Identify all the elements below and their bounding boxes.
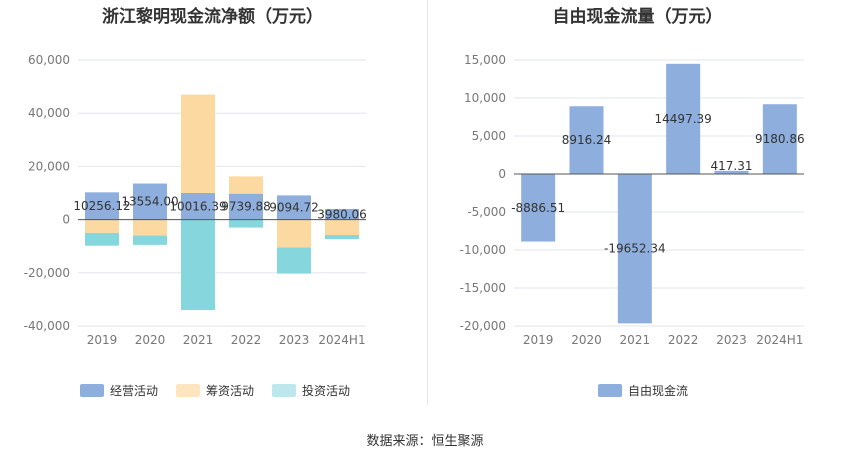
netflow-ytick-label: 0 [62,213,70,227]
netflow-ytick-label: 40,000 [28,106,70,120]
legend-swatch-free-cash-flow [598,384,622,397]
fcf-bar-primary [714,170,749,174]
netflow-ytick-label: 20,000 [28,159,70,173]
legend-item-free-cash-flow[interactable]: 自由现金流 [598,382,688,399]
netflow-bar-primary [133,183,167,220]
netflow-bar-financing [229,176,263,194]
left-chart-legend: 经营活动 筹资活动 投资活动 [80,382,368,399]
netflow-xtick-label: 2024H1 [318,333,365,347]
netflow-data-label: 9094.72 [269,201,319,215]
netflow-xtick-label: 2019 [87,333,118,347]
data-source-note: 数据来源：恒生聚源 [366,434,484,449]
left-chart-title: 浙江黎明现金流净额（万元） [102,7,323,27]
legend-swatch-operating [80,384,104,397]
legend-label-free-cash-flow: 自由现金流 [628,384,689,398]
netflow-data-label: 9739.88 [221,200,271,214]
fcf-bar-primary [617,174,652,324]
fcf-data-label: -8886.51 [511,201,565,215]
netflow-data-label: 10256.12 [73,199,130,213]
fcf-data-label: 8916.24 [562,133,612,147]
fcf-ytick-label: -5,000 [467,205,506,219]
netflow-bar-investing [325,235,359,240]
fcf-data-label: 9180.86 [755,132,805,146]
netflow-data-label: 3980.06 [317,207,367,221]
fcf-xtick-label: 2023 [716,333,747,347]
legend-item-operating[interactable]: 经营活动 [80,382,158,399]
fcf-ytick-label: 5,000 [472,129,506,143]
fcf-ytick-label: 0 [498,167,506,181]
fcf-data-label: 14497.39 [655,112,712,126]
fcf-data-label: 417.31 [711,159,753,173]
fcf-xtick-label: 2019 [523,333,554,347]
netflow-bar-financing [277,219,311,248]
fcf-xtick-label: 2020 [571,333,602,347]
legend-item-financing[interactable]: 筹资活动 [176,382,254,399]
fcf-ytick-label: 10,000 [464,91,506,105]
netflow-bar-primary [181,192,215,220]
fcf-ytick-label: -10,000 [460,243,506,257]
netflow-bar-financing [133,219,167,236]
fcf-ytick-label: -15,000 [460,281,506,295]
netflow-bar-financing [181,94,215,193]
netflow-data-label: 10016.39 [169,199,226,213]
netflow-bar-investing [277,247,311,274]
netflow-xtick-label: 2020 [135,333,166,347]
netflow-bar-primary [325,209,359,220]
netflow-bar-investing [85,232,119,246]
right-chart-title: 自由现金流量（万元） [552,7,723,27]
legend-item-investing[interactable]: 投资活动 [272,382,350,399]
fcf-bar-primary [521,174,556,242]
fcf-xtick-label: 2021 [620,333,651,347]
fcf-bar-primary [569,106,604,174]
netflow-xtick-label: 2023 [279,333,310,347]
netflow-ytick-label: 60,000 [28,53,70,67]
legend-label-financing: 筹资活动 [206,384,255,398]
netflow-bar-financing [85,219,119,233]
netflow-bar-primary [229,193,263,220]
fcf-bar-primary [666,63,701,174]
fcf-ytick-label: 15,000 [464,53,506,67]
legend-swatch-financing [176,384,201,397]
fcf-ytick-label: -20,000 [460,319,506,333]
right-chart-legend: 自由现金流 [598,382,706,399]
netflow-bar-investing [229,219,263,228]
netflow-xtick-label: 2022 [231,333,262,347]
netflow-bar-investing [181,219,215,311]
netflow-bar-primary [277,195,311,220]
netflow-ytick-label: -40,000 [24,319,70,333]
legend-swatch-investing [272,384,297,397]
netflow-xtick-label: 2021 [183,333,214,347]
fcf-bar-primary [762,104,797,174]
netflow-bar-primary [85,192,119,220]
legend-label-investing: 投资活动 [302,384,351,398]
netflow-bar-financing [325,219,359,236]
fcf-data-label: -19652.34 [604,242,666,256]
fcf-xtick-label: 2024H1 [756,333,803,347]
chart-divider [427,0,428,405]
fcf-xtick-label: 2022 [668,333,699,347]
legend-label-operating: 经营活动 [110,384,159,398]
netflow-bar-investing [133,235,167,245]
netflow-ytick-label: -20,000 [24,266,70,280]
netflow-data-label: 13554.00 [121,195,178,209]
